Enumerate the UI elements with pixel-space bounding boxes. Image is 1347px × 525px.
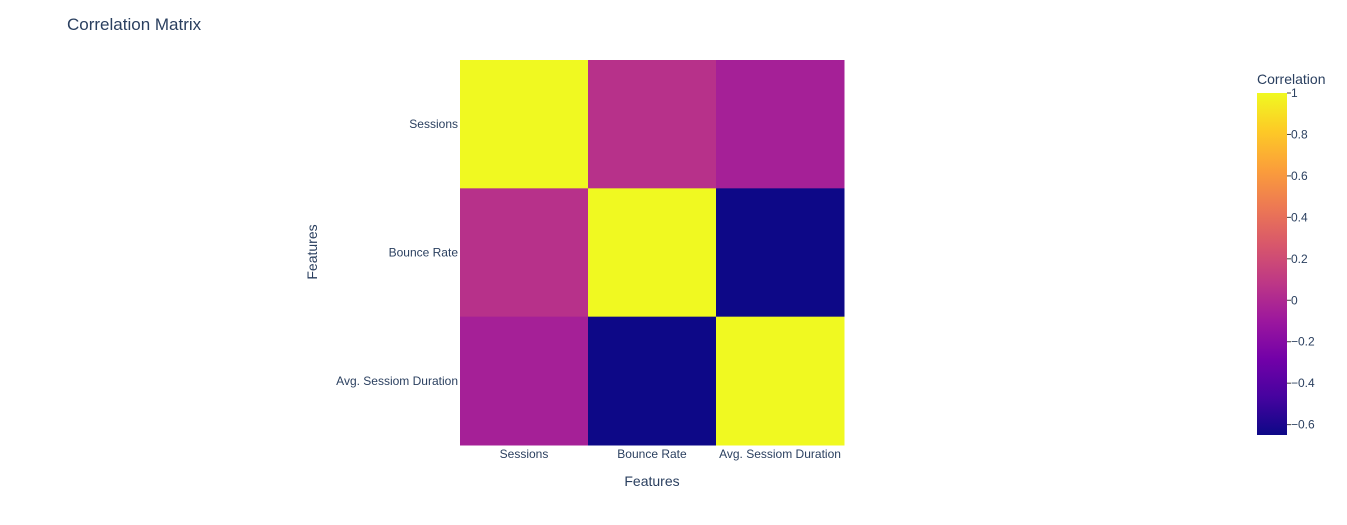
colorbar-tick-label: 0.8 [1291,127,1308,141]
heatmap-cell [460,60,589,189]
heatmap-cell [588,316,717,446]
y-tick-label: Bounce Rate [389,246,459,260]
colorbar-tick-label: 0.2 [1291,252,1308,266]
colorbar-tick-label: −0.2 [1291,335,1315,349]
y-tick-label: Avg. Sessiom Duration [336,374,458,388]
colorbar-tick-label: 1 [1291,86,1298,100]
x-tick-label: Sessions [500,447,549,461]
colorbar-gradient [1257,93,1287,435]
colorbar-tick-label: 0.6 [1291,169,1308,183]
y-tick-label: Sessions [409,117,458,131]
y-axis-title: Features [304,224,320,279]
colorbar-tick-label: 0.4 [1291,210,1308,224]
colorbar-tick-label: −0.4 [1291,376,1315,390]
colorbar: Correlation 1 0.8 0.6 0.4 0.2 0 −0.2 −0.4 −0.6 [1257,71,1325,435]
colorbar-tick-label: −0.6 [1291,418,1315,432]
chart-title: Correlation Matrix [67,15,202,34]
x-tick-label: Bounce Rate [617,447,687,461]
x-axis-title: Features [624,473,679,489]
colorbar-ticks: 1 0.8 0.6 0.4 0.2 0 −0.2 −0.4 −0.6 [1287,86,1315,432]
heatmap-cell [588,60,717,189]
heatmap-cell [588,188,717,318]
heatmap-cell [460,188,589,318]
y-axis-ticks: Sessions Bounce Rate Avg. Sessiom Duration [336,117,458,388]
x-tick-label: Avg. Sessiom Duration [719,447,841,461]
heatmap-cell [716,60,845,189]
heatmap-cell [460,316,589,446]
colorbar-title: Correlation [1257,71,1325,87]
heatmap-cells [460,60,845,446]
x-axis-ticks: Sessions Bounce Rate Avg. Sessiom Duration [500,447,841,461]
colorbar-tick-label: 0 [1291,293,1298,307]
heatmap-cell [716,188,845,318]
heatmap-cell [716,316,845,446]
